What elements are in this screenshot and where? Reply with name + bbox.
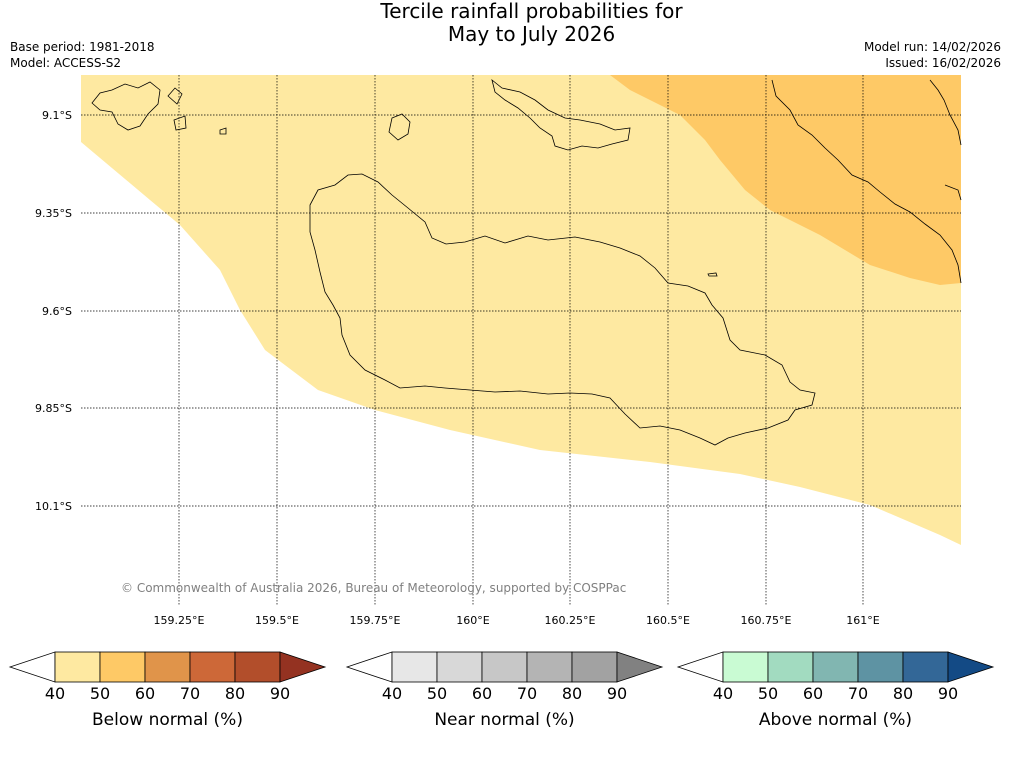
colorbar: 40 50 60 70 80 90 Near normal (%) <box>345 651 664 730</box>
colorbar-extend-low <box>345 651 393 683</box>
coastlines <box>91 78 962 446</box>
lon-tick-label: 159.25°E <box>154 614 205 627</box>
copyright-text: © Commonwealth of Australia 2026, Bureau… <box>121 581 626 595</box>
title-line-2: May to July 2026 <box>447 22 616 46</box>
colorbar-segment <box>234 651 281 683</box>
round-islet-north <box>388 113 411 141</box>
colorbar-tick-label: 90 <box>607 684 627 703</box>
lon-tick-label: 160.5°E <box>646 614 690 627</box>
colorbar-tick-label: 40 <box>382 684 402 703</box>
colorbar-tick-label: 50 <box>90 684 110 703</box>
colorbar-segment <box>391 651 438 683</box>
colorbar-tick-label: 60 <box>803 684 823 703</box>
colorbar-segment <box>99 651 146 683</box>
base-period: Base period: 1981-2018 <box>10 40 155 54</box>
lon-tick-labels: 159.25°E 159.5°E 159.75°E 160°E 160.25°E… <box>154 614 880 627</box>
title-line-1: Tercile rainfall probabilities for <box>380 0 683 23</box>
colorbar-segment <box>436 651 483 683</box>
colorbar-tick-label: 60 <box>135 684 155 703</box>
colorbar-segment <box>767 651 814 683</box>
issued-date: Issued: 16/02/2026 <box>885 56 1001 70</box>
colorbar-tick-label: 90 <box>270 684 290 703</box>
colorbar-extend-high <box>279 651 327 683</box>
colorbar-tick-label: 50 <box>427 684 447 703</box>
lon-tick-label: 160.75°E <box>741 614 792 627</box>
lon-tick-label: 160°E <box>456 614 489 627</box>
northeast-coastline <box>771 79 962 284</box>
graticule <box>81 75 961 605</box>
colorbar: 40 50 60 70 80 90 Above normal (%) <box>676 651 995 730</box>
colorbar-tick-label: 70 <box>517 684 537 703</box>
lon-tick-label: 159.75°E <box>350 614 401 627</box>
lon-tick-label: 159.5°E <box>255 614 299 627</box>
colorbar-tick-label: 80 <box>562 684 582 703</box>
lat-tick-label: 9.1°S <box>42 109 72 122</box>
colorbar-tick-label: 60 <box>472 684 492 703</box>
colorbar-tick-label: 40 <box>45 684 65 703</box>
model-run: Model run: 14/02/2026 <box>863 40 1001 54</box>
lat-tick-label: 9.85°S <box>35 402 72 415</box>
colorbar-label: Near normal (%) <box>434 710 574 730</box>
colorbar-tick-label: 80 <box>225 684 245 703</box>
main-island-coastline <box>309 173 816 446</box>
colorbars: 40 50 60 70 80 90 Below normal (%) 40 50 60 70 80 90… <box>8 651 995 730</box>
colorbar-segment <box>144 651 191 683</box>
colorbar-label: Below normal (%) <box>92 710 243 730</box>
colorbar-segment <box>857 651 904 683</box>
colorbar-extend-high <box>616 651 664 683</box>
colorbar-tick-label: 40 <box>713 684 733 703</box>
colorbar-label: Above normal (%) <box>759 710 912 730</box>
lat-tick-label: 9.6°S <box>42 305 72 318</box>
model-name: Model: ACCESS-S2 <box>10 56 122 70</box>
lon-tick-label: 160.25°E <box>545 614 596 627</box>
colorbar-tick-label: 70 <box>848 684 868 703</box>
colorbar-segment <box>54 651 101 683</box>
colorbar-tick-label: 90 <box>938 684 958 703</box>
colorbar-extend-low <box>8 651 56 683</box>
below-normal-40-50-region <box>81 75 961 545</box>
meta-left: Base period: 1981-2018 Model: ACCESS-S2 <box>10 39 155 71</box>
colorbar-tick-label: 50 <box>758 684 778 703</box>
lat-tick-label: 10.1°S <box>35 500 72 513</box>
colorbar-segment <box>902 651 949 683</box>
colorbar-segment <box>526 651 573 683</box>
map-title: Tercile rainfall probabilities for May t… <box>0 0 1011 46</box>
colorbar-extend-low <box>676 651 724 683</box>
colorbar-segment <box>481 651 528 683</box>
colorbar-segment <box>722 651 769 683</box>
colorbar-segment <box>812 651 859 683</box>
colorbar-segment <box>571 651 618 683</box>
colorbar-tick-label: 70 <box>180 684 200 703</box>
colorbar-extend-high <box>947 651 995 683</box>
below-normal-50-60-region <box>610 75 961 285</box>
colorbar-segment <box>189 651 236 683</box>
lat-tick-label: 9.35°S <box>35 207 72 220</box>
colorbar: 40 50 60 70 80 90 Below normal (%) <box>8 651 327 730</box>
colorbar-tick-label: 80 <box>893 684 913 703</box>
meta-right: Model run: 14/02/2026 Issued: 16/02/2026 <box>864 39 1001 71</box>
lon-tick-label: 161°E <box>846 614 879 627</box>
small-islet-east <box>707 272 718 277</box>
lat-tick-labels: 9.1°S 9.35°S 9.6°S 9.85°S 10.1°S <box>35 109 72 513</box>
northwest-islands <box>91 81 227 135</box>
